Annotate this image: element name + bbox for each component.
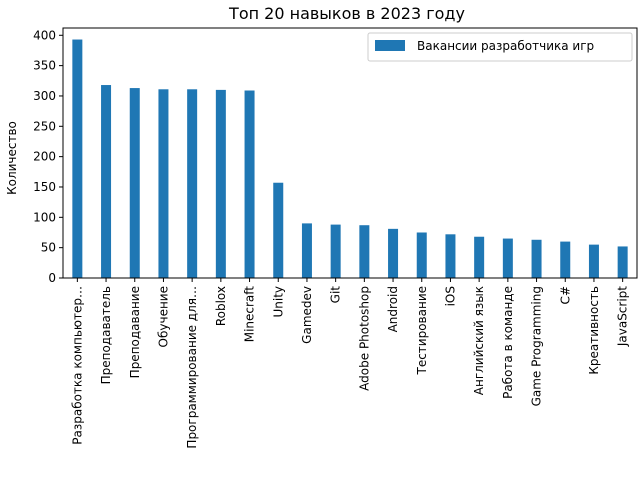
bar: [129, 88, 140, 278]
bar: [215, 89, 226, 278]
legend-box: [367, 32, 633, 62]
y-tick-label: 0: [48, 271, 56, 285]
bar: [388, 228, 399, 278]
x-tick-label: Git: [329, 286, 343, 304]
x-tick-label: Тестирование: [415, 286, 429, 376]
x-tick-label: Работа в команде: [501, 286, 515, 399]
bar: [273, 182, 284, 278]
bar: [359, 225, 370, 278]
x-tick-label: Minecraft: [243, 286, 257, 343]
x-tick-label: Roblox: [214, 286, 228, 326]
bar: [416, 232, 427, 278]
bar: [301, 223, 312, 278]
y-tick-label: 300: [33, 89, 56, 103]
x-tick-label: Преподавание: [128, 286, 142, 378]
y-axis-ticks: 0 50 100 150 200 250 300 350 400: [33, 28, 63, 285]
legend: Вакансии разработчика игр: [367, 32, 633, 62]
legend-swatch: [375, 40, 405, 51]
plot-frame: [62, 27, 638, 279]
bar: [330, 224, 341, 278]
bars-group: [72, 39, 628, 278]
bar: [588, 244, 599, 278]
y-tick-label: 350: [33, 59, 56, 73]
bar: [72, 39, 83, 278]
y-tick-label: 200: [33, 150, 56, 164]
bar: [187, 89, 198, 278]
bar: [531, 239, 542, 278]
y-tick-label: 100: [33, 210, 56, 224]
y-tick-label: 150: [33, 180, 56, 194]
bar: [502, 238, 513, 278]
bar: [445, 234, 456, 278]
x-tick-label: Креативность: [587, 286, 601, 375]
bar: [101, 85, 112, 278]
y-axis-label: Количество: [5, 121, 19, 195]
x-tick-label: JavaScript: [616, 286, 630, 347]
x-tick-label: Adobe Photoshop: [357, 286, 371, 391]
chart-title: Топ 20 навыков в 2023 году: [228, 4, 465, 23]
bar: [244, 90, 255, 278]
x-tick-label: Gamedev: [300, 286, 314, 344]
x-tick-label: Unity: [271, 286, 285, 318]
y-tick-label: 50: [41, 241, 56, 255]
x-tick-label: Game Programming: [530, 286, 544, 406]
y-tick-label: 400: [33, 28, 56, 42]
x-tick-label: C#: [558, 286, 572, 304]
bar: [617, 246, 628, 278]
legend-label: Вакансии разработчика игр: [417, 39, 594, 53]
x-tick-label: iOS: [443, 286, 457, 306]
bar: [474, 236, 485, 278]
y-tick-label: 250: [33, 119, 56, 133]
x-tick-label: Разработка компьютер…: [70, 286, 84, 445]
x-tick-label: Английский язык: [472, 286, 486, 395]
x-tick-label: Преподаватель: [99, 286, 113, 384]
bar: [158, 89, 169, 278]
x-tick-label: Android: [386, 286, 400, 332]
x-axis-ticks: Разработка компьютер… Преподаватель Препод…: [70, 278, 630, 449]
bar: [560, 241, 571, 278]
x-tick-label: Обучение: [156, 286, 170, 347]
x-tick-label: Программирование для…: [185, 286, 199, 449]
